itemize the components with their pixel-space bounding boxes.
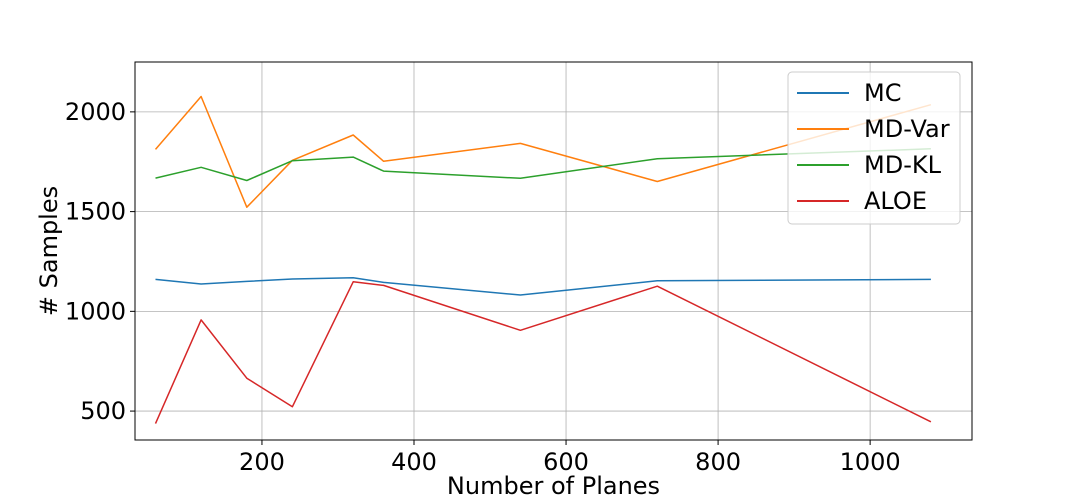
legend-box	[787, 71, 961, 225]
series-line-md-kl	[155, 148, 931, 182]
plot-frame	[134, 61, 973, 441]
y-tick-label: 500	[80, 397, 126, 425]
y-tick-label: 1000	[65, 297, 126, 325]
y-tick-label: 2000	[65, 98, 126, 126]
series-line-mc	[155, 277, 931, 296]
x-tick-label: 800	[695, 448, 741, 476]
series-line-md-var	[154, 95, 932, 208]
legend: MC MD-Var MD-KL ALOE	[787, 71, 961, 225]
y-tick-label: 1500	[65, 198, 126, 226]
x-tick-label: 400	[391, 448, 437, 476]
x-tick-label: 200	[239, 448, 285, 476]
legend-label-md-var: MD-Var	[864, 115, 950, 143]
x-tick-label: 1000	[840, 448, 901, 476]
axis-ticks: 200 400 600 800 1000 500 1000 1500 2000	[65, 98, 901, 476]
x-axis-label: Number of Planes	[447, 472, 660, 500]
series-line-aloe	[154, 281, 932, 424]
legend-label-md-kl: MD-KL	[864, 151, 942, 179]
x-tick-label: 600	[543, 448, 589, 476]
legend-label-mc: MC	[864, 79, 901, 107]
series-layer	[154, 95, 932, 424]
y-axis-label: # Samples	[35, 186, 63, 316]
legend-label-aloe: ALOE	[864, 187, 927, 215]
